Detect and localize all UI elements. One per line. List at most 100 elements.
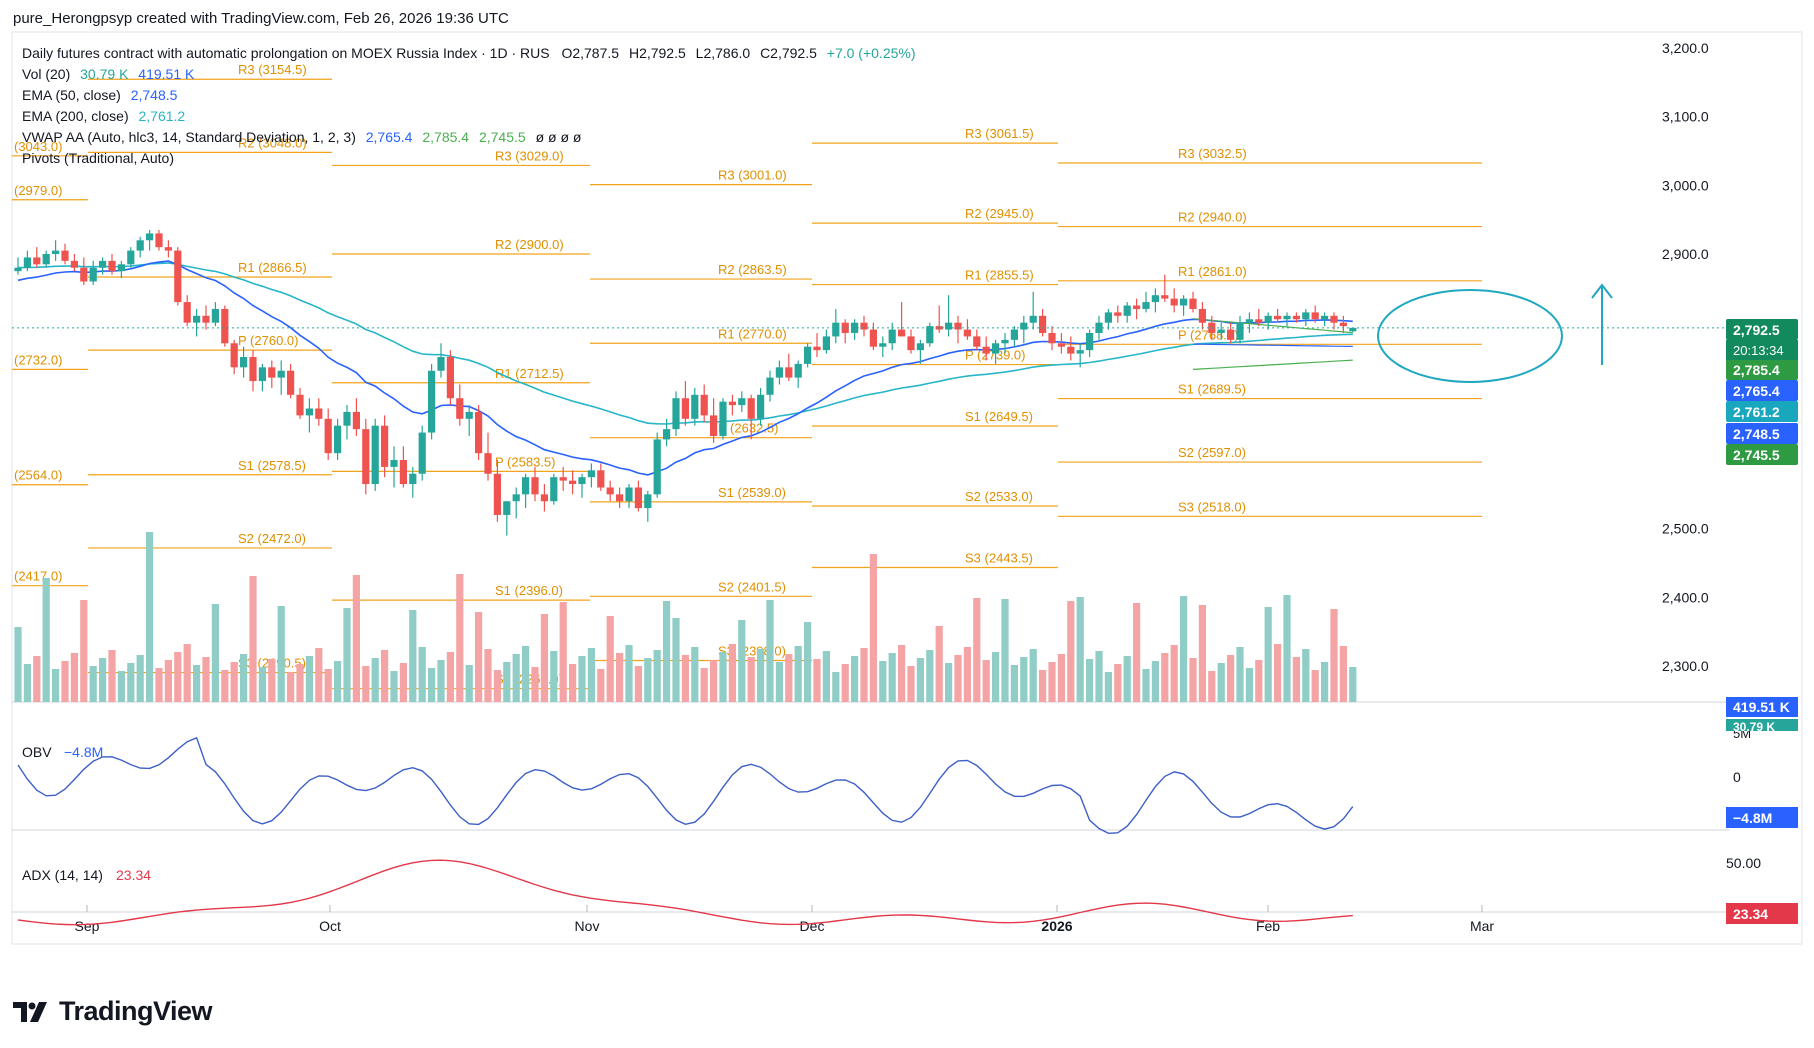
volume-bar <box>343 608 351 702</box>
volume-bar <box>785 654 793 702</box>
candle-body <box>437 357 445 371</box>
candle-body <box>766 377 774 395</box>
candle-body <box>23 257 31 268</box>
candle-body <box>277 370 285 378</box>
volume-bar <box>597 669 605 702</box>
pivot-label: R3 (3061.5) <box>965 126 1034 141</box>
volume-bar <box>1133 603 1141 702</box>
tradingview-brand[interactable]: TradingView <box>13 996 213 1027</box>
candle-body <box>625 487 633 502</box>
volume-bar <box>1076 597 1084 702</box>
price-badge-label: 2,765.4 <box>1733 383 1780 399</box>
vwap-band-line <box>1192 343 1353 347</box>
candle-body <box>1029 315 1037 323</box>
candle-body <box>202 315 210 323</box>
volume-bar <box>879 661 887 702</box>
legend-low: L2,786.0 <box>695 45 751 61</box>
obv-value: −4.8M <box>64 744 103 760</box>
volume-bar <box>503 662 511 702</box>
candle-body <box>775 367 783 378</box>
candle-body <box>1076 350 1084 354</box>
candle-body <box>503 501 511 515</box>
candle-body <box>211 308 219 323</box>
candle-body <box>287 370 295 395</box>
candle-body <box>1339 322 1347 327</box>
candle-body <box>61 250 69 261</box>
legend-volume-row[interactable]: Vol (20) 30.79 K 419.51 K <box>22 66 194 82</box>
volume-bar <box>146 532 154 702</box>
candle-body <box>343 411 351 426</box>
legend-ema200-label: EMA (200, close) <box>22 108 129 124</box>
legend-pivots-row[interactable]: Pivots (Traditional, Auto) <box>22 150 174 166</box>
legend-symbol-title[interactable]: Daily futures contract with automatic pr… <box>22 45 550 61</box>
candle-body <box>1255 319 1263 323</box>
volume-bar <box>860 648 868 702</box>
pivot-label: P (2632.5) <box>718 421 778 436</box>
candle-body <box>240 357 248 368</box>
candle-body <box>99 260 107 268</box>
volume-bar <box>42 578 50 702</box>
legend-ema50-label: EMA (50, close) <box>22 87 121 103</box>
candle-body <box>1133 305 1141 309</box>
legend-vwap-label: VWAP AA (Auto, hlc3, 14, Standard Deviat… <box>22 129 356 145</box>
pivot-label: S1 (2689.5) <box>1178 382 1246 397</box>
candle-body <box>117 264 125 272</box>
candle-body <box>1349 327 1357 332</box>
candle-body <box>841 322 849 333</box>
candle-body <box>738 398 746 406</box>
candle-body <box>1151 295 1159 303</box>
candle-body <box>522 477 530 495</box>
candle-body <box>992 343 1000 354</box>
volume-bar <box>1057 654 1065 702</box>
candle-body <box>89 267 97 282</box>
volume-bar <box>1198 605 1206 702</box>
candle-body <box>1217 329 1225 333</box>
adx-line <box>17 859 1353 926</box>
candle-body <box>1123 305 1131 316</box>
candle-body <box>1302 312 1310 320</box>
volume-bar <box>1264 607 1272 702</box>
candle-body <box>1198 308 1206 323</box>
pivot-label: S1 (2649.5) <box>965 409 1033 424</box>
candle-body <box>409 473 417 485</box>
time-axis-tick: Feb <box>1256 918 1280 934</box>
candle-body <box>258 367 266 382</box>
pivot-label: S2 (2597.0) <box>1178 445 1246 460</box>
price-badge-bg <box>1726 319 1798 340</box>
legend-vwap-value-2: 2,785.4 <box>422 129 470 145</box>
candle-body <box>1020 322 1028 330</box>
volume-bar <box>869 554 877 702</box>
candle-body <box>982 346 990 354</box>
legend-ema50-row[interactable]: EMA (50, close) 2,748.5 <box>22 87 177 103</box>
volume-bar <box>409 610 417 702</box>
candle-body <box>362 429 370 485</box>
candle-body <box>1048 332 1056 344</box>
candle-body <box>1039 315 1047 333</box>
legend-ema200-row[interactable]: EMA (200, close) 2,761.2 <box>22 108 185 124</box>
candle-body <box>531 477 539 495</box>
volume-bar <box>418 647 426 702</box>
candle-body <box>597 470 605 488</box>
adx-value: 23.34 <box>116 867 151 883</box>
candle-body <box>1208 322 1216 333</box>
legend-vwap-row[interactable]: VWAP AA (Auto, hlc3, 14, Standard Deviat… <box>22 129 581 145</box>
pivot-label: S1 (2578.5) <box>238 458 306 473</box>
candle-body <box>305 408 313 416</box>
annotation-ellipse <box>1377 289 1563 383</box>
candle-body <box>907 336 915 351</box>
volume-bar <box>963 647 971 702</box>
volume-bar <box>794 646 802 702</box>
volume-bar <box>1311 670 1319 702</box>
volume-bar <box>390 671 398 702</box>
time-axis-tick: Sep <box>75 918 100 934</box>
header-credit: pure_Herongpsyp created with TradingView… <box>13 10 509 27</box>
pivot-label: S3 (2518.0) <box>1178 499 1246 514</box>
volume-bar <box>70 653 78 702</box>
volume-bar <box>1349 667 1357 702</box>
volume-bar <box>1039 670 1047 702</box>
candle-body <box>390 460 398 467</box>
pivot-label: R2 (2863.5) <box>718 262 787 277</box>
price-badge-bg <box>1726 401 1798 422</box>
volume-bar <box>945 663 953 702</box>
